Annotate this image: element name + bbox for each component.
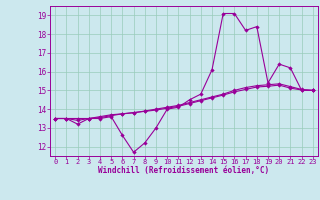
X-axis label: Windchill (Refroidissement éolien,°C): Windchill (Refroidissement éolien,°C) [99,166,269,175]
